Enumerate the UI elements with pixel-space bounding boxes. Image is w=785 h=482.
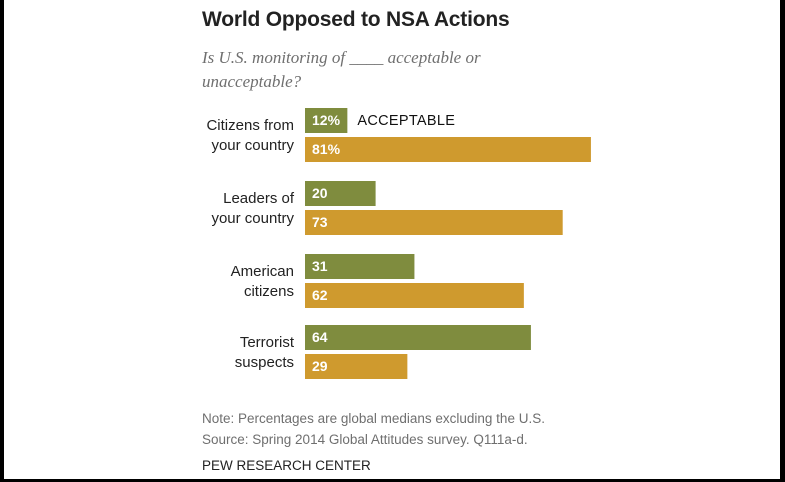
chart-frame (4, 0, 780, 479)
bar-acceptable (305, 108, 348, 133)
category-label: Citizens from your country (206, 117, 294, 154)
chart-title: World Opposed to NSA Actions (202, 8, 510, 31)
data-label: 62 (312, 287, 328, 303)
legend-acceptable: ACCEPTABLE (357, 113, 455, 129)
category-label: Leaders of your country (211, 190, 294, 227)
category-label: Terrorist suspects (235, 334, 295, 371)
category-label: American citizens (231, 263, 294, 300)
bar-acceptable (305, 325, 531, 350)
bar-unacceptable (305, 354, 408, 379)
legend-unacceptable: UNACCEPTABLE (601, 142, 720, 158)
data-label: 12% (312, 112, 341, 128)
data-label: 31 (312, 258, 328, 274)
chart-subtitle: Is U.S. monitoring of ____ acceptable or… (202, 48, 481, 91)
source-text: Source: Spring 2014 Global Attitudes sur… (202, 432, 528, 447)
bar-unacceptable (305, 210, 563, 235)
bar-unacceptable (305, 283, 524, 308)
data-label: 73 (312, 214, 328, 230)
organization-label: PEW RESEARCH CENTER (202, 458, 371, 473)
note-text: Note: Percentages are global medians exc… (202, 411, 545, 426)
bar-acceptable (305, 254, 415, 279)
data-label: 29 (312, 358, 328, 374)
data-label: 81% (312, 141, 341, 157)
data-label: 20 (312, 185, 328, 201)
chart-notes: Note: Percentages are global medians exc… (202, 408, 545, 450)
bar-unacceptable (305, 137, 591, 162)
data-label: 64 (312, 329, 328, 345)
bar-acceptable (305, 181, 376, 206)
